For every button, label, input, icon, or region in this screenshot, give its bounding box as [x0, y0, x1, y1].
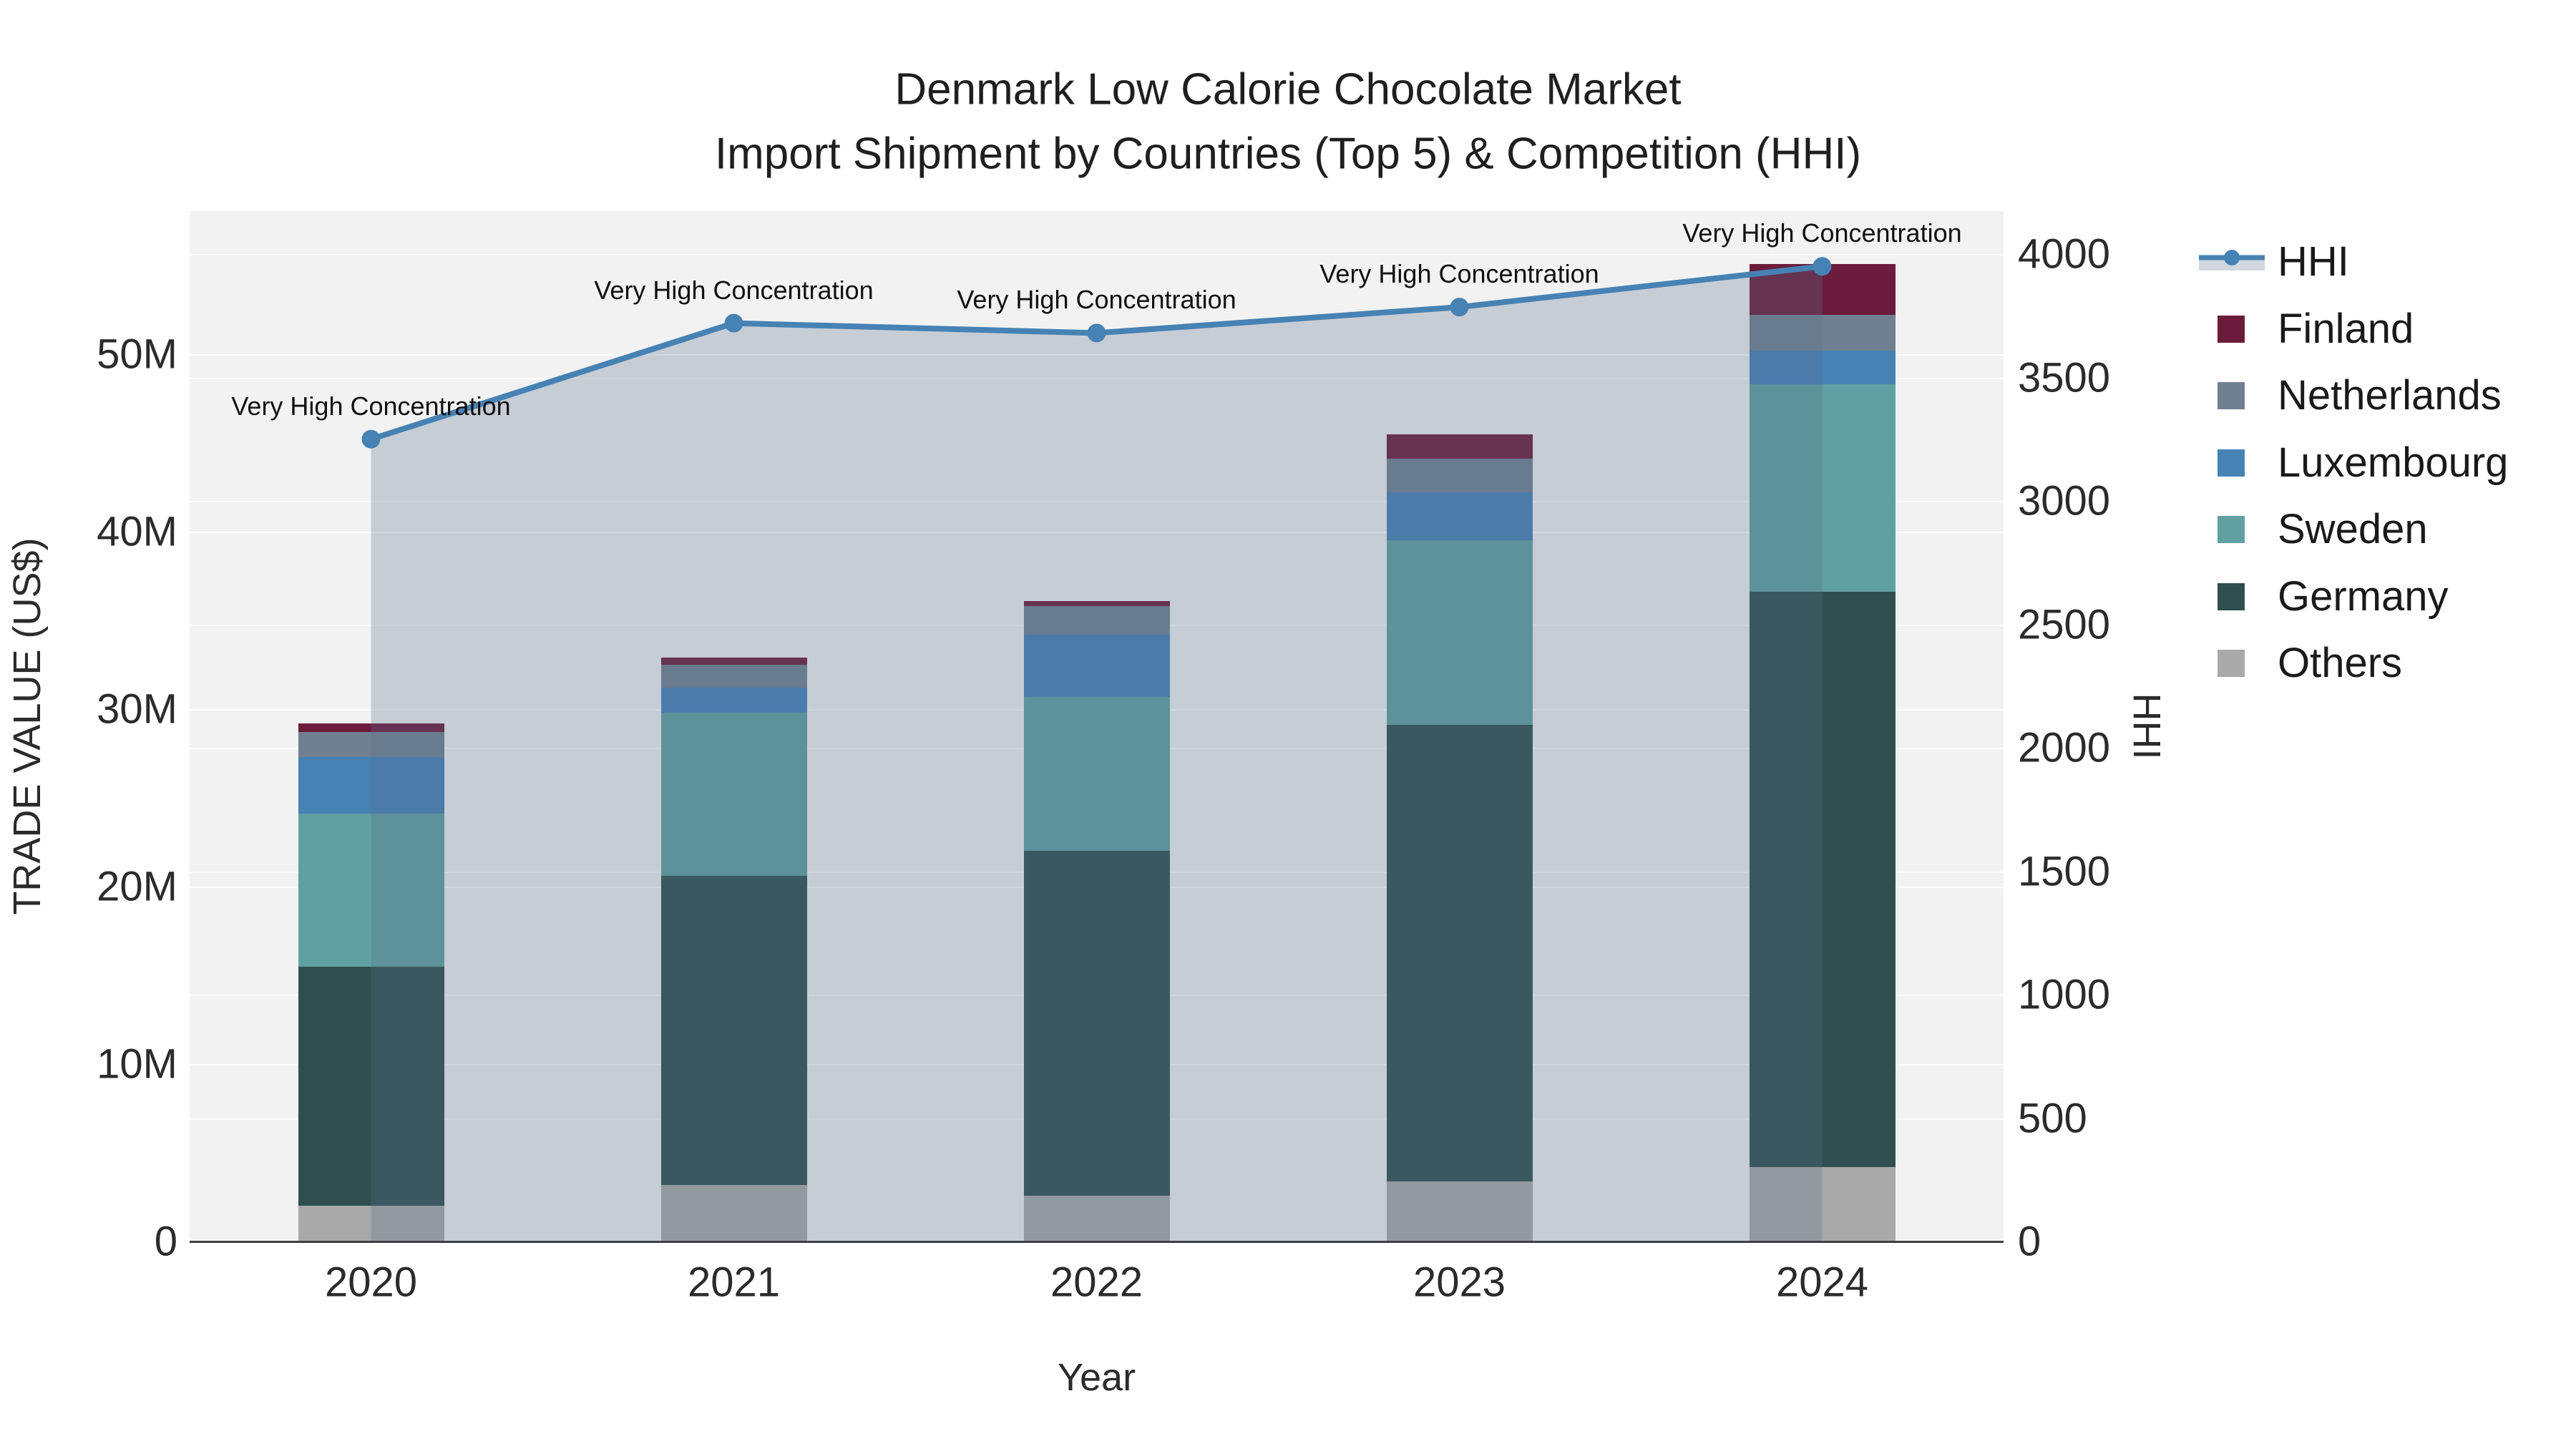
y-tick-30M: 30M	[97, 686, 177, 733]
y2-axis-title: HHI	[2125, 693, 2168, 760]
bar-segment-2021-sweden[interactable]	[660, 712, 807, 877]
legend-swatch-germany	[2218, 582, 2245, 610]
y2-tick-1000: 1000	[2018, 971, 2111, 1018]
hhi-line-sample-svg	[2199, 250, 2265, 270]
bar-segment-2023-germany[interactable]	[1386, 725, 1533, 1181]
annotation-2020: Very High Concentration	[231, 391, 511, 421]
x-tick-2021: 2021	[687, 1259, 781, 1306]
bar-segment-2020-finland[interactable]	[298, 723, 444, 733]
legend-label-luxembourg: Luxembourg	[2278, 439, 2509, 486]
bar-segment-2023-finland[interactable]	[1386, 434, 1533, 459]
bar-segment-2020-luxembourg[interactable]	[298, 756, 444, 814]
bar-segment-2021-germany[interactable]	[660, 876, 807, 1185]
legend-label-others: Others	[2278, 640, 2403, 686]
hhi-marker-2024[interactable]	[1813, 257, 1832, 276]
y2-tick-0: 0	[2018, 1218, 2041, 1265]
bar-segment-2021-netherlands[interactable]	[660, 665, 807, 688]
y-axis-title: TRADE VALUE (US$)	[6, 537, 49, 915]
legend-swatch-luxembourg	[2218, 449, 2245, 477]
bar-segment-2022-netherlands[interactable]	[1023, 606, 1170, 635]
x-tick-2024: 2024	[1775, 1259, 1869, 1306]
bar-segment-2020-germany[interactable]	[298, 966, 444, 1206]
y2-tick-3500: 3500	[2018, 354, 2111, 401]
bar-segment-2022-germany[interactable]	[1023, 851, 1170, 1196]
y2-tick-500: 500	[2018, 1095, 2087, 1141]
hhi-area-fill	[371, 266, 1823, 1241]
chart-title-line1: Denmark Low Calorie Chocolate Market	[894, 64, 1682, 114]
gridline-trade-50	[190, 354, 2004, 356]
y-tick-0: 0	[154, 1218, 177, 1265]
bar-segment-2021-others[interactable]	[660, 1184, 807, 1241]
bar-segment-2020-netherlands[interactable]	[298, 732, 444, 757]
gridline-trade-40	[190, 532, 2004, 533]
hhi-marker-2022[interactable]	[1087, 323, 1106, 343]
x-axis-line	[190, 1241, 2004, 1243]
legend-label-sweden: Sweden	[2278, 506, 2428, 552]
y2-tick-2000: 2000	[2018, 724, 2111, 771]
legend-label-netherlands: Netherlands	[2278, 372, 2502, 419]
bar-segment-2023-luxembourg[interactable]	[1386, 492, 1533, 541]
bar-segment-2024-luxembourg[interactable]	[1749, 351, 1896, 385]
legend-label-germany: Germany	[2278, 572, 2449, 620]
plot-area	[190, 211, 2004, 1241]
bar-segment-2022-sweden[interactable]	[1023, 696, 1170, 852]
hhi-line-sample-icon	[2199, 248, 2265, 276]
legend-swatch-sweden	[2218, 516, 2245, 543]
legend-label-hhi: HHI	[2278, 238, 2349, 285]
legend-swatch-finland	[2218, 315, 2245, 343]
bar-segment-2024-sweden[interactable]	[1749, 384, 1896, 592]
bar-segment-2020-sweden[interactable]	[298, 814, 444, 967]
bar-segment-2024-others[interactable]	[1749, 1166, 1896, 1241]
hhi-overlay	[361, 257, 1832, 1241]
x-tick-2023: 2023	[1413, 1259, 1506, 1306]
annotation-2023: Very High Concentration	[1319, 259, 1599, 289]
hhi-marker-2020[interactable]	[361, 429, 381, 449]
hhi-marker-2023[interactable]	[1450, 298, 1469, 317]
bar-segment-2023-netherlands[interactable]	[1386, 459, 1533, 493]
x-tick-2022: 2022	[1050, 1259, 1143, 1306]
legend-label-finland: Finland	[2278, 305, 2414, 352]
bar-segment-2020-others[interactable]	[298, 1206, 444, 1241]
bar-segment-2021-finland[interactable]	[660, 658, 807, 665]
hhi-marker-2021[interactable]	[724, 313, 743, 333]
y-tick-20M: 20M	[97, 863, 177, 910]
bar-segment-2022-luxembourg[interactable]	[1023, 634, 1170, 697]
y2-tick-4000: 4000	[2018, 230, 2111, 278]
bar-segment-2024-germany[interactable]	[1749, 592, 1896, 1167]
annotation-2024: Very High Concentration	[1682, 218, 1962, 248]
annotation-2021: Very High Concentration	[594, 275, 874, 305]
bar-segment-2024-netherlands[interactable]	[1749, 315, 1896, 351]
legend-swatch-others	[2218, 650, 2245, 677]
y-tick-50M: 50M	[97, 331, 177, 378]
bar-segment-2023-sweden[interactable]	[1386, 540, 1533, 726]
bar-segment-2022-finland[interactable]	[1023, 600, 1170, 607]
gridline-hhi-4000	[190, 254, 2004, 255]
legend-swatch-netherlands	[2218, 382, 2245, 409]
bar-segment-2022-others[interactable]	[1023, 1195, 1170, 1241]
annotation-2022: Very High Concentration	[957, 285, 1236, 315]
x-tick-2020: 2020	[324, 1259, 418, 1306]
bar-segment-2023-others[interactable]	[1386, 1181, 1533, 1241]
y2-tick-1500: 1500	[2018, 848, 2111, 894]
bar-segment-2021-luxembourg[interactable]	[660, 688, 807, 713]
y2-tick-2500: 2500	[2018, 601, 2111, 648]
x-axis-title: Year	[1057, 1356, 1136, 1399]
gridline-hhi-3000	[190, 501, 2004, 502]
gridline-hhi-3500	[190, 377, 2004, 379]
y-tick-10M: 10M	[97, 1040, 177, 1088]
chart-title-line2: Import Shipment by Countries (Top 5) & C…	[714, 129, 1862, 179]
y-tick-40M: 40M	[97, 508, 177, 555]
y2-tick-3000: 3000	[2018, 477, 2111, 525]
